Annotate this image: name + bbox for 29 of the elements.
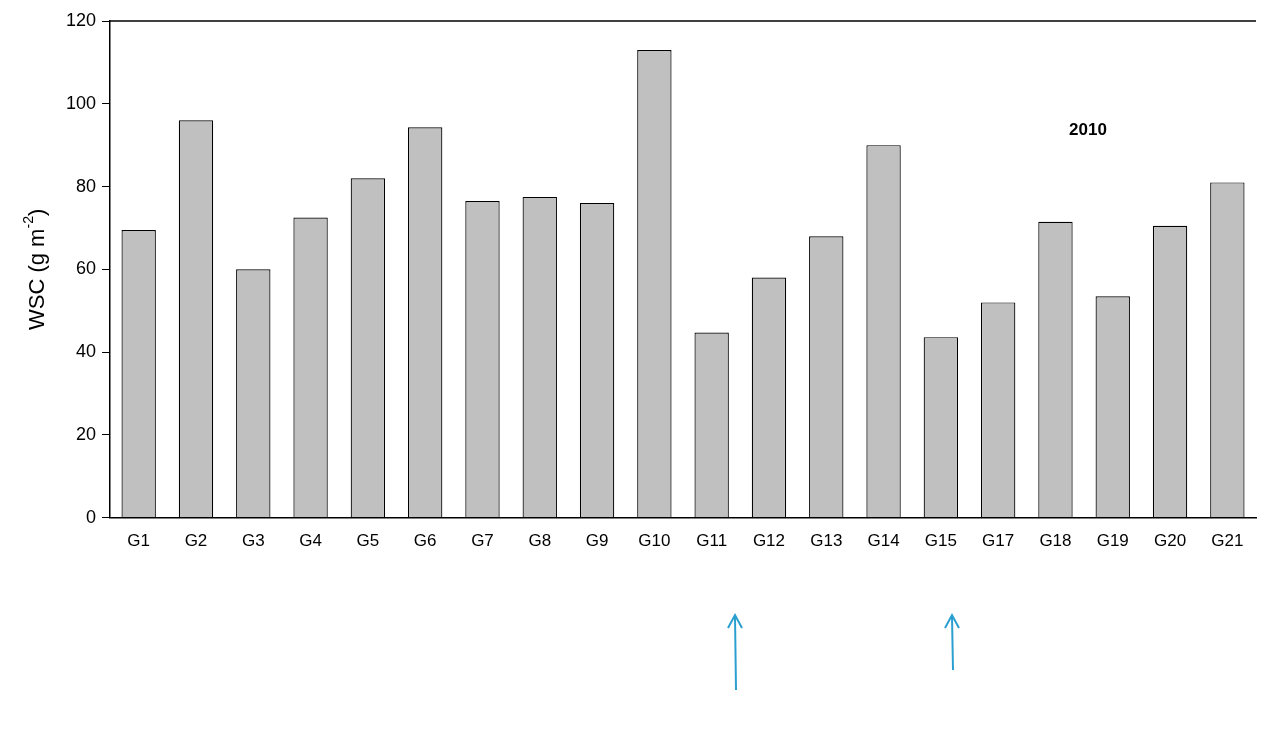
x-tick-label: G13	[810, 531, 843, 551]
x-tick-label: G1	[127, 531, 151, 551]
x-tick-label: G12	[752, 531, 786, 551]
x-tick-label: G6	[413, 531, 437, 551]
x-tick-label: G21	[1211, 531, 1244, 551]
x-tick-label: G5	[356, 531, 380, 551]
x-tick-label: G20	[1153, 531, 1187, 551]
x-tick-label: G3	[241, 531, 265, 551]
y-tick-label: 40	[76, 341, 97, 362]
x-tick-label: G18	[1039, 531, 1072, 551]
y-tick-label: 0	[86, 506, 97, 527]
x-tick-label: G9	[585, 531, 609, 551]
y-tick-label: 80	[76, 175, 97, 196]
x-tick-label: G11	[696, 531, 728, 551]
annotation: 2010	[1069, 119, 1107, 139]
x-tick-label: G14	[867, 531, 900, 551]
x-tick-label: G8	[528, 531, 552, 551]
x-tick-label: G4	[299, 531, 322, 551]
x-tick-label: G17	[982, 531, 1015, 551]
x-tick-label: G7	[471, 531, 494, 551]
x-tick-label: G15	[924, 531, 957, 551]
x-tick-label: G10	[638, 531, 671, 551]
y-tick-label: 60	[76, 258, 97, 279]
y-tick-label: 100	[65, 92, 97, 113]
y-axis-title: WSC (g m-2)	[20, 208, 50, 331]
y-tick-label: 20	[76, 423, 97, 444]
y-tick-label: 120	[65, 9, 97, 30]
x-tick-label: G19	[1096, 531, 1129, 551]
x-tick-label: G2	[184, 531, 208, 551]
